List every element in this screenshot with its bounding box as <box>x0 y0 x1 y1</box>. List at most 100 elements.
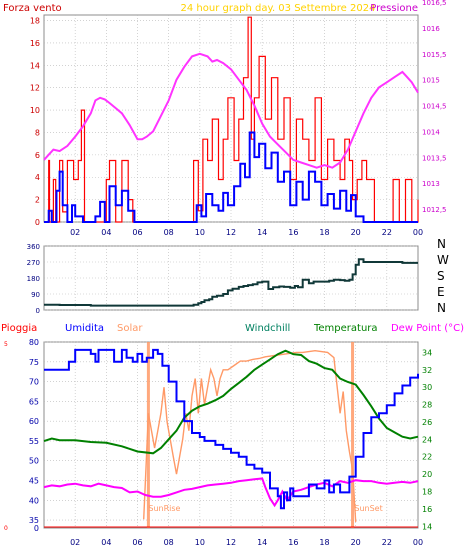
y-tick-label: 1012,5 <box>422 206 447 214</box>
y-tick-label: 24 <box>422 435 432 444</box>
wind-series-line <box>44 131 418 223</box>
x-tick-label: 02 <box>70 228 80 237</box>
y-tick-label: 14 <box>30 61 40 70</box>
pressure-label: Pressione <box>370 3 418 14</box>
pressure-series-line <box>43 52 419 169</box>
x-tick-label: 12 <box>226 538 236 547</box>
y-tick-label: 1016 <box>422 25 440 33</box>
sunset-marker <box>351 342 355 528</box>
x-tick-label: 00 <box>413 228 423 237</box>
rain-tick-label: 0 <box>4 525 8 532</box>
y-tick-label: 18 <box>422 487 432 496</box>
y-tick-label: 1016,5 <box>422 0 447 7</box>
y-tick-label: 28 <box>422 401 432 410</box>
y-tick-label: 35 <box>29 516 39 525</box>
y-tick-label: 32 <box>422 366 432 375</box>
cardinal-label: W <box>437 253 449 267</box>
x-tick-label: 04 <box>101 228 111 237</box>
y-tick-label: 40 <box>29 496 39 505</box>
y-tick-label: 0 <box>35 218 40 227</box>
sunrise-marker <box>146 342 150 528</box>
y-tick-label: 45 <box>29 477 39 486</box>
y-tick-label: 12 <box>30 84 40 93</box>
dewpoint-series-line <box>43 477 419 508</box>
y-tick-label: 18 <box>30 17 40 26</box>
x-tick-label: 16 <box>288 538 298 547</box>
y-tick-label: 1013 <box>422 180 440 188</box>
sunset-label: SunSet <box>354 504 382 513</box>
y-tick-label: 1015 <box>422 77 440 85</box>
y-tick-label: 16 <box>422 505 432 514</box>
y-tick-label: 2 <box>35 196 40 205</box>
y-tick-label: 1014,5 <box>422 103 447 111</box>
y-tick-label: 50 <box>29 457 39 466</box>
solar-series-line <box>143 349 357 522</box>
temperatura-series-line <box>43 349 419 455</box>
umidita-label: Umidita <box>65 323 104 334</box>
cardinal-label: N <box>437 237 446 251</box>
x-tick-label: 14 <box>257 228 267 237</box>
wind-pressure-panel: 0246810121416181012,510131013,510141014,… <box>30 0 447 237</box>
x-tick-label: 10 <box>195 538 205 547</box>
x-tick-label: 20 <box>351 228 361 237</box>
x-tick-label: 20 <box>351 538 361 547</box>
x-tick-label: 10 <box>195 228 205 237</box>
wind-strength-label: Forza vento <box>3 3 62 14</box>
dir-series-line <box>44 258 418 307</box>
x-tick-label: 06 <box>132 538 142 547</box>
y-tick-label: 55 <box>29 437 39 446</box>
umidita-series-line <box>44 348 419 510</box>
windchill-label: Windchill <box>245 323 290 334</box>
y-tick-label: 1014 <box>422 128 440 136</box>
x-tick-label: 02 <box>70 538 80 547</box>
y-tick-label: 0 <box>36 307 40 315</box>
graph-title: 24 hour graph day. 03 Settembre 2024 <box>181 3 376 14</box>
y-tick-label: 8 <box>35 128 40 137</box>
x-tick-label: 18 <box>319 538 329 547</box>
y-tick-label: 70 <box>29 378 39 387</box>
y-tick-label: 30 <box>422 383 432 392</box>
y-tick-label: 6 <box>35 151 40 160</box>
y-tick-label: 10 <box>30 106 40 115</box>
x-tick-label: 22 <box>382 538 392 547</box>
x-tick-label: 22 <box>382 228 392 237</box>
pioggia-label: Pioggia <box>1 323 37 334</box>
y-tick-label: 16 <box>30 39 40 48</box>
x-tick-label: 12 <box>226 228 236 237</box>
y-tick-label: 60 <box>29 417 39 426</box>
y-tick-label: 75 <box>29 358 39 367</box>
solar-label: Solar <box>117 323 143 334</box>
y-tick-label: 360 <box>27 243 40 251</box>
y-tick-label: 4 <box>35 173 40 182</box>
y-tick-label: 80 <box>29 338 39 347</box>
y-tick-label: 90 <box>31 291 40 299</box>
x-tick-label: 14 <box>257 538 267 547</box>
y-tick-label: 0 <box>34 524 39 533</box>
y-tick-label: 22 <box>422 453 432 462</box>
x-tick-label: 08 <box>164 228 174 237</box>
cardinal-label: N <box>437 301 446 315</box>
y-tick-label: 270 <box>27 259 40 267</box>
y-tick-label: 180 <box>27 275 40 283</box>
x-tick-label: 06 <box>132 228 142 237</box>
x-tick-label: 00 <box>413 538 423 547</box>
dew-point-label: Dew Point (°C) <box>391 323 464 334</box>
cardinal-label: S <box>437 269 445 283</box>
y-tick-label: 14 <box>422 522 432 531</box>
y-tick-label: 65 <box>29 397 39 406</box>
y-tick-label: 1013,5 <box>422 154 447 162</box>
y-tick-label: 34 <box>422 348 432 357</box>
x-tick-label: 08 <box>164 538 174 547</box>
temperatura-label: Temperatura <box>313 323 378 334</box>
y-tick-label: 1015,5 <box>422 51 447 59</box>
y-tick-label: 20 <box>422 470 432 479</box>
y-tick-label: 26 <box>422 418 432 427</box>
x-tick-label: 16 <box>288 228 298 237</box>
x-tick-label: 04 <box>101 538 111 547</box>
x-tick-label: 18 <box>319 228 329 237</box>
cardinal-label: E <box>437 285 445 299</box>
rain-tick-label: 5 <box>4 341 8 348</box>
